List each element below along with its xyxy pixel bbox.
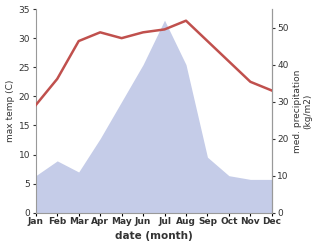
- Y-axis label: max temp (C): max temp (C): [5, 80, 15, 142]
- Y-axis label: med. precipitation
(kg/m2): med. precipitation (kg/m2): [293, 69, 313, 153]
- X-axis label: date (month): date (month): [115, 231, 193, 242]
